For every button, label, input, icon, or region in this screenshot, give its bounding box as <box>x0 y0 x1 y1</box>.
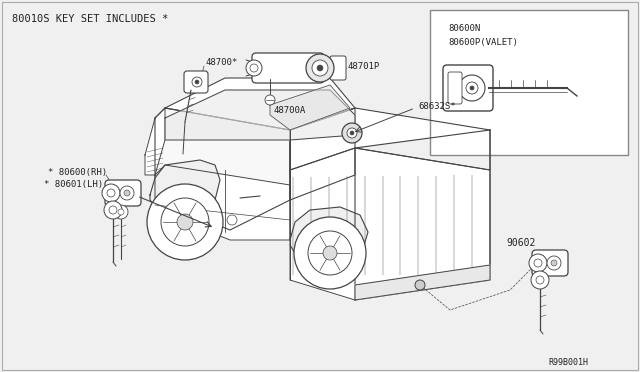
Circle shape <box>459 75 485 101</box>
Text: 90602: 90602 <box>506 238 536 248</box>
Circle shape <box>415 280 425 290</box>
Circle shape <box>529 254 547 272</box>
Polygon shape <box>165 78 355 130</box>
Polygon shape <box>355 130 490 300</box>
Circle shape <box>195 80 199 84</box>
Circle shape <box>347 128 357 138</box>
Circle shape <box>161 198 209 246</box>
Circle shape <box>107 189 115 197</box>
Circle shape <box>350 131 354 135</box>
Bar <box>430 10 628 155</box>
Circle shape <box>104 201 122 219</box>
Circle shape <box>323 246 337 260</box>
Polygon shape <box>150 160 220 218</box>
FancyBboxPatch shape <box>184 71 208 93</box>
Text: * 80600(RH): * 80600(RH) <box>48 168 107 177</box>
Text: 48700*: 48700* <box>205 58 237 67</box>
Text: R99B001H: R99B001H <box>548 358 588 367</box>
FancyBboxPatch shape <box>252 53 324 83</box>
FancyBboxPatch shape <box>330 56 346 80</box>
Polygon shape <box>290 108 490 170</box>
Polygon shape <box>290 108 355 200</box>
Circle shape <box>294 217 366 289</box>
Text: 80600P(VALET): 80600P(VALET) <box>448 38 518 47</box>
Circle shape <box>531 271 549 289</box>
Circle shape <box>109 206 117 214</box>
Circle shape <box>342 123 362 143</box>
Text: * 80601(LH): * 80601(LH) <box>44 180 103 189</box>
Polygon shape <box>355 265 490 300</box>
Polygon shape <box>270 85 350 130</box>
Polygon shape <box>155 165 290 240</box>
Circle shape <box>470 86 474 90</box>
Circle shape <box>306 54 334 82</box>
FancyBboxPatch shape <box>443 65 493 111</box>
Circle shape <box>124 190 130 196</box>
Text: 48701P: 48701P <box>348 62 380 71</box>
Circle shape <box>114 205 128 219</box>
FancyBboxPatch shape <box>448 72 462 104</box>
Text: 80600N: 80600N <box>448 24 480 33</box>
Circle shape <box>466 82 478 94</box>
Circle shape <box>177 214 193 230</box>
Polygon shape <box>155 108 290 230</box>
Circle shape <box>536 276 544 284</box>
Circle shape <box>192 77 202 87</box>
Circle shape <box>308 231 352 275</box>
Circle shape <box>102 184 120 202</box>
Circle shape <box>118 209 124 215</box>
FancyBboxPatch shape <box>105 180 141 206</box>
Circle shape <box>250 64 258 72</box>
Circle shape <box>317 65 323 71</box>
Circle shape <box>265 95 275 105</box>
Polygon shape <box>290 148 490 300</box>
Polygon shape <box>165 90 355 140</box>
Circle shape <box>551 260 557 266</box>
Polygon shape <box>145 108 165 175</box>
Text: 68632S*: 68632S* <box>418 102 456 111</box>
Circle shape <box>120 186 134 200</box>
Circle shape <box>312 60 328 76</box>
FancyBboxPatch shape <box>532 250 568 276</box>
Circle shape <box>547 256 561 270</box>
Circle shape <box>147 184 223 260</box>
Text: 48700A: 48700A <box>274 106 307 115</box>
Circle shape <box>246 60 262 76</box>
Circle shape <box>227 215 237 225</box>
Circle shape <box>534 259 542 267</box>
Text: 80010S KEY SET INCLUDES *: 80010S KEY SET INCLUDES * <box>12 14 168 24</box>
Polygon shape <box>290 207 368 266</box>
